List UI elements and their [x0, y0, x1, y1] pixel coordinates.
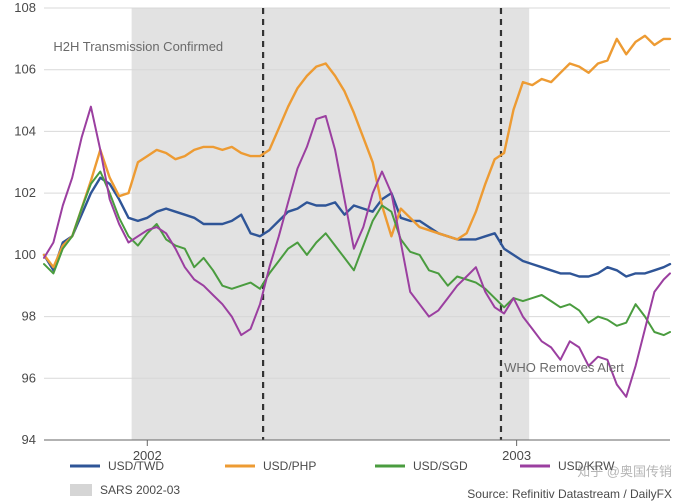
legend-label-usd-twd: USD/TWD: [108, 459, 164, 473]
source-text: Source: Refinitiv Datastream / DailyFX: [467, 487, 672, 501]
x-tick-label: 2003: [502, 448, 531, 463]
watermark-text: 知乎 @奥国传销: [577, 464, 672, 479]
y-tick-label: 98: [22, 309, 36, 324]
y-tick-label: 106: [14, 62, 36, 77]
annotation-who: WHO Removes Alert: [504, 360, 624, 375]
y-tick-label: 96: [22, 370, 36, 385]
fx-chart: 94969810010210410610820022003H2H Transmi…: [0, 0, 680, 504]
annotation-h2h: H2H Transmission Confirmed: [53, 39, 223, 54]
y-tick-label: 102: [14, 185, 36, 200]
y-tick-label: 108: [14, 0, 36, 15]
y-tick-label: 94: [22, 432, 36, 447]
y-tick-label: 100: [14, 247, 36, 262]
legend-shade-swatch: [70, 484, 92, 496]
legend-label-usd-sgd: USD/SGD: [413, 459, 468, 473]
chart-svg: 94969810010210410610820022003H2H Transmi…: [0, 0, 680, 504]
legend-label-usd-php: USD/PHP: [263, 459, 316, 473]
y-tick-label: 104: [14, 123, 36, 138]
legend-shade-label: SARS 2002-03: [100, 483, 180, 497]
